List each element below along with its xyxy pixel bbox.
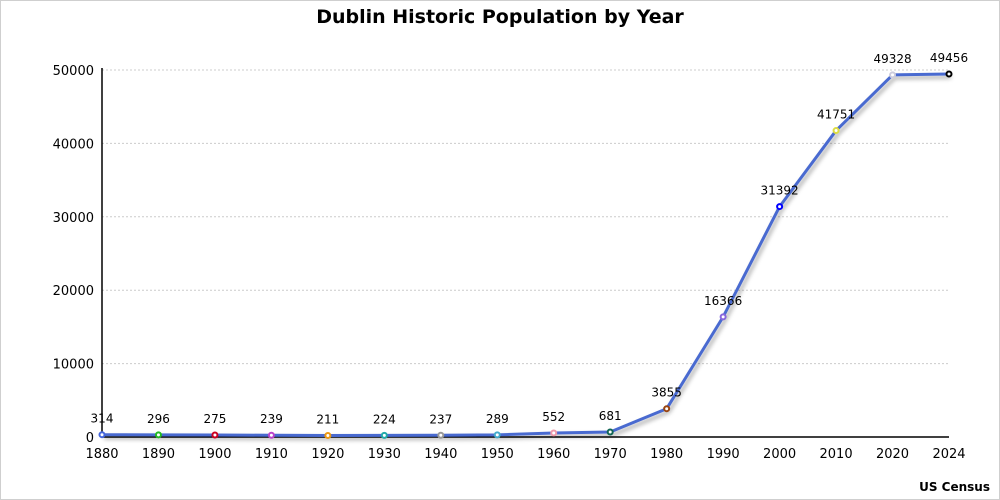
data-label: 681 <box>599 409 622 423</box>
data-label: 49456 <box>930 51 968 65</box>
data-point <box>380 431 388 439</box>
x-tick-label: 1930 <box>368 447 401 462</box>
y-tick-label: 40000 <box>53 137 94 152</box>
data-point <box>663 405 671 413</box>
data-point <box>98 431 106 439</box>
data-point <box>832 127 840 135</box>
data-label: 552 <box>542 410 565 424</box>
data-point <box>493 431 501 439</box>
data-label: 239 <box>260 412 283 426</box>
data-label: 224 <box>373 412 396 426</box>
x-tick-label: 1970 <box>594 447 627 462</box>
data-point <box>550 429 558 437</box>
data-point <box>324 431 332 439</box>
x-tick-label: 2020 <box>876 447 909 462</box>
data-label: 237 <box>429 412 452 426</box>
x-tick-label: 1950 <box>481 447 514 462</box>
data-point <box>776 203 784 211</box>
data-label: 275 <box>203 412 226 426</box>
x-tick-label: 1990 <box>707 447 740 462</box>
data-point <box>154 431 162 439</box>
chart-title: Dublin Historic Population by Year <box>316 6 684 28</box>
data-point <box>606 428 614 436</box>
data-label: 3855 <box>651 386 682 400</box>
x-tick-label: 1900 <box>198 447 231 462</box>
x-tick-label: 1920 <box>311 447 344 462</box>
x-tick-label: 1890 <box>142 447 175 462</box>
source-label: US Census <box>919 480 990 494</box>
data-label: 211 <box>316 412 339 426</box>
x-tick-label: 2000 <box>763 447 796 462</box>
x-tick-label: 1880 <box>85 447 118 462</box>
data-point <box>889 71 897 79</box>
data-label: 289 <box>486 412 509 426</box>
series-line <box>101 72 950 437</box>
data-point <box>945 70 953 78</box>
data-label: 296 <box>147 412 170 426</box>
data-label: 16366 <box>704 294 742 308</box>
x-tick-label: 1910 <box>255 447 288 462</box>
x-tick-label: 2024 <box>932 447 965 462</box>
x-tick-label: 1980 <box>650 447 683 462</box>
x-tick-label: 2010 <box>820 447 853 462</box>
data-point <box>437 431 445 439</box>
data-point <box>267 431 275 439</box>
data-point <box>211 431 219 439</box>
data-label: 49328 <box>873 52 911 66</box>
data-label: 31392 <box>761 184 799 198</box>
data-label: 41751 <box>817 108 855 122</box>
y-tick-label: 0 <box>86 431 94 446</box>
y-tick-label: 20000 <box>53 284 94 299</box>
data-point <box>719 313 727 321</box>
x-tick-label: 1940 <box>424 447 457 462</box>
data-label: 314 <box>91 412 114 426</box>
y-tick-label: 30000 <box>53 211 94 226</box>
y-tick-label: 10000 <box>53 358 94 373</box>
x-tick-label: 1960 <box>537 447 570 462</box>
y-tick-label: 50000 <box>53 64 94 79</box>
